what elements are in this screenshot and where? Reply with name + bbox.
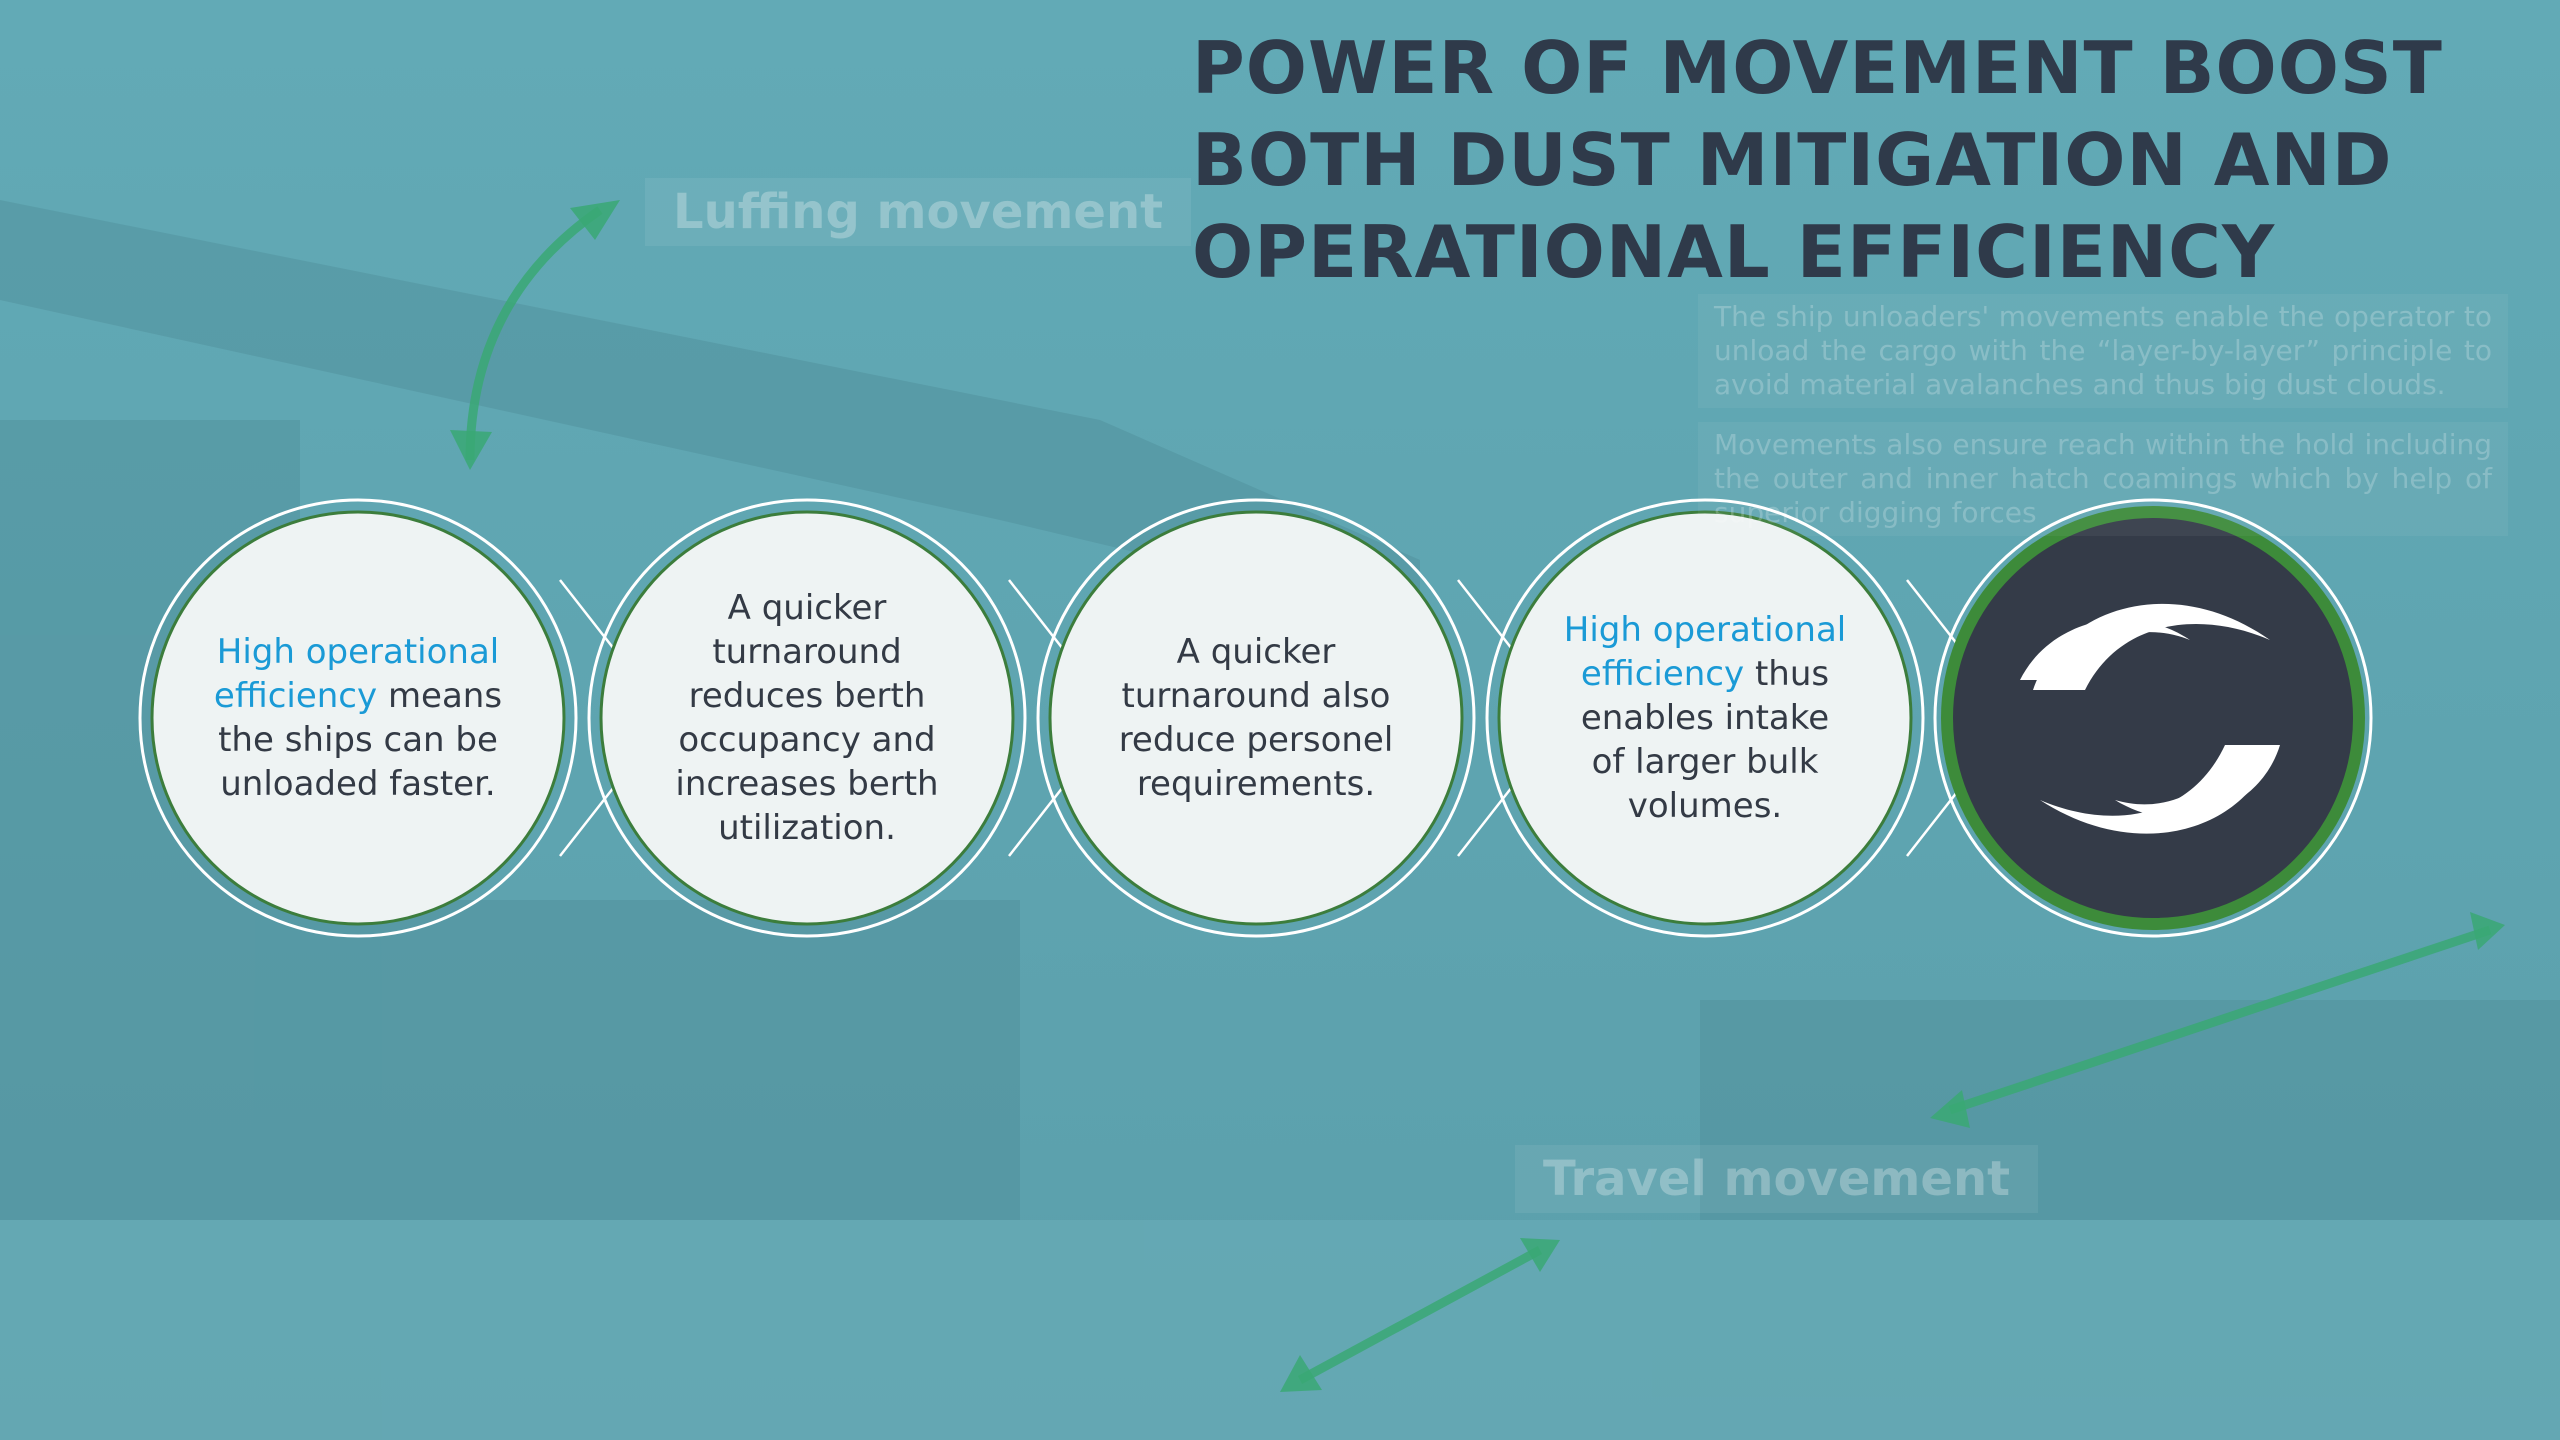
step-text: A quicker turnaround also reduce persone… [1111,630,1401,806]
side-paragraph: Movements also ensure reach within the h… [1698,422,2508,536]
side-paragraph: The ship unloaders' movements enable the… [1698,294,2508,408]
title-line: POWER OF MOVEMENT BOOST [1192,22,2443,114]
body: A quicker turnaround reduces berth occup… [675,588,938,848]
title: POWER OF MOVEMENT BOOST BOTH DUST MITIGA… [1192,22,2443,298]
title-line: BOTH DUST MITIGATION AND [1192,114,2443,206]
step-text: High operational efficiency thus enables… [1560,608,1850,828]
side-text: The ship unloaders' movements enable the… [1698,294,2508,550]
step-text: High operational efficiency means the sh… [213,630,503,806]
luffing-label: Luffing movement [645,178,1191,246]
step-text: A quicker turnaround reduces berth occup… [662,586,952,850]
travel-label: Travel movement [1515,1145,2038,1213]
title-line: OPERATIONAL EFFICIENCY [1192,206,2443,298]
slide: Luffing movement Travel movement The shi… [0,0,2560,1440]
body: A quicker turnaround also reduce persone… [1119,632,1394,804]
